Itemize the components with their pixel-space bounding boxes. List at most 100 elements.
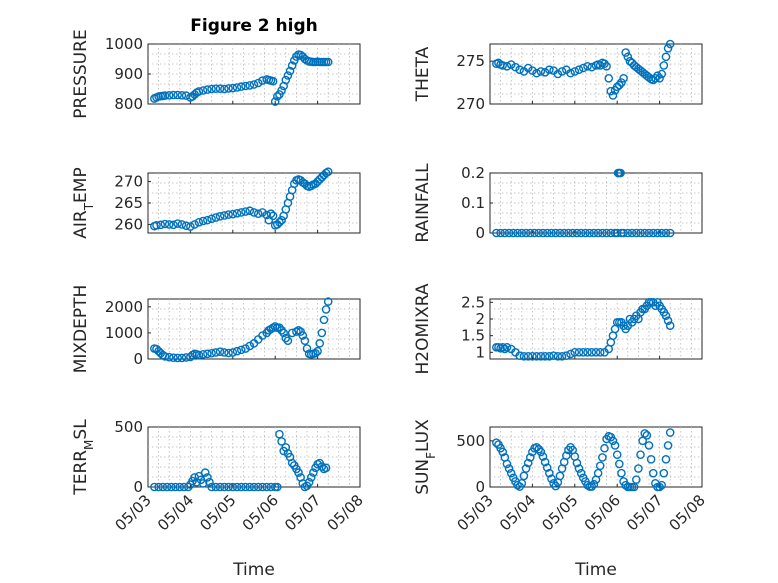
data-point (253, 482, 263, 492)
data-point (150, 482, 159, 492)
data-point (517, 479, 527, 488)
data-point (498, 343, 508, 352)
data-point (279, 328, 288, 338)
data-point (627, 228, 637, 238)
data-point (228, 209, 238, 219)
y-axis-label: THETA (413, 46, 433, 102)
data-point (203, 473, 212, 482)
data-point (183, 482, 193, 492)
data-point (506, 60, 516, 69)
data-point (631, 475, 641, 484)
data-point (576, 468, 586, 478)
data-point (589, 228, 599, 238)
y-axis-label: MIXDEPTH (71, 285, 91, 374)
data-point (167, 482, 176, 492)
data-point (241, 81, 250, 91)
data-point (173, 353, 182, 363)
y-tick-label: 0.2 (461, 164, 485, 182)
y-axis-label: PRESSURE (71, 29, 91, 118)
data-point (534, 228, 544, 238)
data-point (309, 468, 318, 477)
data-point (177, 220, 187, 229)
data-point (665, 39, 675, 49)
data-point (283, 336, 293, 346)
data-point (636, 228, 645, 238)
y-tick-label: 0 (133, 350, 143, 368)
data-point (323, 297, 333, 306)
y-tick-label: 900 (114, 65, 143, 83)
data-point (275, 217, 284, 227)
data-point (623, 228, 633, 238)
data-point (236, 208, 246, 217)
y-tick-label: 500 (456, 432, 485, 450)
data-point (315, 339, 325, 348)
data-point (661, 228, 671, 238)
data-point (665, 228, 675, 238)
data-point (657, 480, 667, 490)
data-point (190, 220, 199, 229)
data-point (492, 438, 501, 447)
data-point (236, 345, 246, 355)
data-point (511, 62, 520, 72)
data-point (502, 61, 512, 71)
data-point (619, 228, 628, 238)
data-point (241, 344, 250, 353)
data-point (536, 67, 546, 76)
data-point (258, 482, 267, 492)
data-point (266, 209, 276, 219)
data-point (173, 90, 182, 100)
data-point (547, 474, 556, 483)
data-point (600, 443, 609, 453)
data-point (203, 85, 212, 94)
data-point (648, 228, 658, 238)
data-point (615, 459, 624, 469)
data-point (591, 348, 601, 357)
data-point (602, 228, 611, 238)
y-tick-label: 2.5 (461, 293, 485, 311)
data-point (317, 328, 327, 338)
y-axis-label: RAINFALL (413, 163, 433, 243)
data-point (277, 86, 286, 95)
data-point (194, 87, 204, 96)
data-point (532, 352, 541, 361)
data-point (542, 463, 552, 472)
data-point (200, 468, 210, 477)
data-point (648, 468, 658, 478)
data-point (215, 211, 225, 221)
data-point (277, 437, 286, 446)
data-point (553, 69, 563, 79)
y-axis-label: TERRMSL (71, 419, 96, 496)
y-tick-label: 265 (114, 194, 143, 212)
data-point (281, 333, 291, 343)
data-point (523, 352, 533, 361)
data-point (557, 67, 567, 76)
data-point (640, 429, 650, 438)
data-point (604, 73, 614, 83)
subplot-2: 270 275 THETA (413, 39, 703, 113)
data-point (294, 468, 303, 477)
data-point (164, 220, 174, 229)
data-point (574, 464, 584, 473)
subplot-6: 11.522.5 H2OMIXRA (413, 283, 703, 375)
figure-title: Figure 2 high (190, 16, 318, 36)
data-point (224, 482, 233, 492)
data-point (606, 228, 616, 238)
data-point (566, 68, 575, 78)
data-point (152, 220, 161, 230)
y-tick-label: 0 (475, 224, 485, 242)
data-point (555, 471, 565, 481)
data-point (513, 228, 522, 238)
data-point (207, 214, 216, 224)
data-point (578, 63, 588, 73)
data-point (319, 315, 329, 325)
data-point (612, 228, 622, 238)
data-point (598, 228, 607, 238)
data-point (186, 222, 195, 231)
data-point (321, 305, 331, 314)
data-point (232, 482, 242, 492)
data-point (521, 228, 531, 238)
data-point (653, 71, 662, 81)
data-point (258, 331, 267, 340)
data-point (640, 228, 650, 238)
data-point (220, 482, 229, 492)
